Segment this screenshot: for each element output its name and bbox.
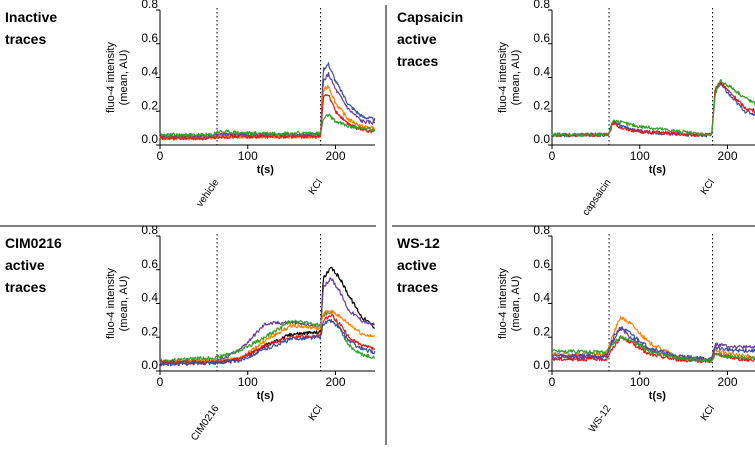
x-axis-label: t(s) — [649, 164, 666, 176]
y-axis-label: fluo-4 intensity — [105, 268, 117, 339]
stimulus-label: WS-12 — [587, 403, 614, 435]
y-tick-label: 0.2 — [533, 324, 550, 338]
stimulus-label: KCl — [307, 403, 325, 423]
y-axis-label: (mean, AU) — [118, 276, 130, 332]
x-axis-label: t(s) — [257, 390, 274, 402]
x-tick-label: 100 — [238, 375, 258, 389]
panel-title-line: traces — [5, 279, 46, 295]
trace-line — [551, 79, 755, 138]
panel-title-line: Capsaicin — [397, 9, 463, 25]
x-tick-label: 0 — [157, 375, 164, 389]
x-tick-label: 0 — [549, 375, 556, 389]
y-tick-label: 0.6 — [141, 31, 158, 45]
x-tick-label: 100 — [630, 149, 650, 163]
chart-panel-4: WS-12 active traces fluo-4 intensity (mean, … — [397, 223, 755, 435]
y-tick-label: 0.0 — [141, 132, 158, 146]
panel-title-line: WS-12 — [397, 235, 440, 251]
y-tick-label: 0.4 — [533, 291, 550, 305]
trace-line — [159, 318, 376, 367]
x-tick-label: 200 — [717, 149, 737, 163]
trace-line — [159, 311, 375, 363]
trace-line — [551, 335, 755, 363]
panel-title-line: traces — [5, 31, 46, 47]
trace-line — [159, 113, 376, 138]
x-tick-label: 0 — [157, 149, 164, 163]
y-axis-label: (mean, AU) — [118, 50, 130, 106]
trace-line — [159, 309, 376, 365]
y-tick-label: 0.0 — [533, 132, 550, 146]
y-tick-label: 0.0 — [533, 358, 550, 372]
y-tick-label: 0.8 — [533, 0, 550, 11]
panel-title-line: active — [397, 257, 437, 273]
x-axis-label: t(s) — [257, 164, 274, 176]
y-tick-label: 0.8 — [141, 223, 158, 237]
trace-line — [159, 71, 376, 139]
y-axis-label: fluo-4 intensity — [105, 42, 117, 113]
stimulus-label: KCl — [307, 177, 325, 197]
chart-panel-1: Inactive traces fluo-4 intensity (mean, AU)… — [5, 0, 376, 209]
trace-line — [159, 93, 376, 141]
y-tick-label: 0.4 — [533, 65, 550, 79]
y-tick-label: 0.2 — [141, 98, 158, 112]
panel-title-line: traces — [397, 279, 438, 295]
panel-title-line: Inactive — [5, 9, 57, 25]
x-tick-label: 200 — [717, 375, 737, 389]
panel-title-line: traces — [397, 53, 438, 69]
stimulus-label: KCl — [699, 403, 717, 423]
y-tick-label: 0.4 — [141, 65, 158, 79]
y-axis-label: (mean, AU) — [510, 276, 522, 332]
y-axis-label: (mean, AU) — [510, 50, 522, 106]
x-axis-label: t(s) — [649, 390, 666, 402]
x-tick-label: 100 — [238, 149, 258, 163]
x-tick-label: 200 — [325, 149, 345, 163]
y-axis-label: fluo-4 intensity — [497, 268, 509, 339]
y-tick-label: 0.6 — [533, 31, 550, 45]
stimulus-label: CIM0216 — [189, 403, 222, 443]
panel-title-line: active — [5, 257, 45, 273]
panel-title-line: active — [397, 31, 437, 47]
y-tick-label: 0.6 — [533, 257, 550, 271]
y-tick-label: 0.8 — [141, 0, 158, 11]
x-tick-label: 200 — [325, 375, 345, 389]
y-axis-label: fluo-4 intensity — [497, 42, 509, 113]
y-tick-label: 0.2 — [533, 98, 550, 112]
stimulus-label: KCl — [699, 177, 717, 197]
y-tick-label: 0.6 — [141, 257, 158, 271]
y-tick-label: 0.2 — [141, 324, 158, 338]
x-tick-label: 100 — [630, 375, 650, 389]
panel-title-line: CIM0216 — [5, 235, 62, 251]
stimulus-label: capsaicin — [581, 177, 614, 217]
y-tick-label: 0.4 — [141, 291, 158, 305]
stimulus-label: vehicle — [195, 177, 222, 209]
x-tick-label: 0 — [549, 149, 556, 163]
chart-panel-3: CIM0216 active traces fluo-4 intensity (mean… — [5, 223, 376, 443]
trace-line — [159, 277, 375, 365]
trace-line — [551, 81, 755, 138]
y-tick-label: 0.0 — [141, 358, 158, 372]
y-tick-label: 0.8 — [533, 223, 550, 237]
chart-panel-2: Capsaicin active traces fluo-4 intensity (me… — [397, 0, 755, 218]
